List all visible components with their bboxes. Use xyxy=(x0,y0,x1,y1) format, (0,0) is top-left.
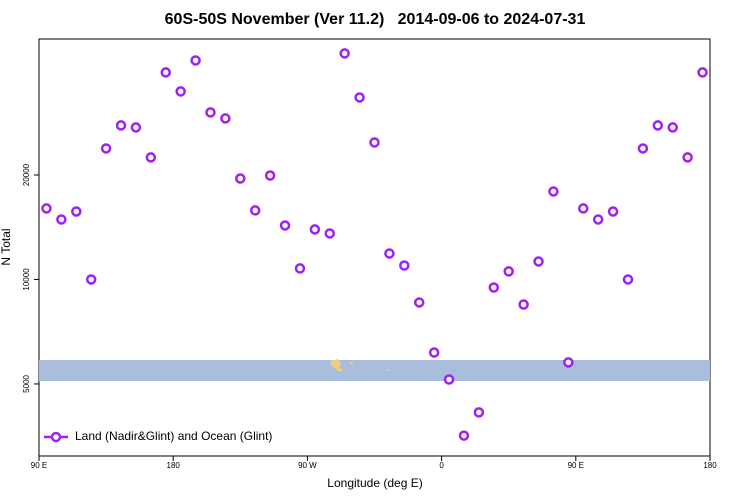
point xyxy=(71,206,82,217)
point xyxy=(563,357,574,368)
land-patch xyxy=(350,362,353,364)
point xyxy=(578,203,589,214)
point xyxy=(190,55,201,66)
point xyxy=(115,120,127,131)
point xyxy=(56,214,67,225)
y-axis-label: N Total xyxy=(0,228,13,265)
point xyxy=(339,48,350,59)
point xyxy=(279,220,291,231)
point xyxy=(235,173,246,184)
point xyxy=(428,347,440,358)
point xyxy=(548,186,559,197)
point xyxy=(682,152,693,163)
y-tick-label: 5000 xyxy=(22,374,31,392)
point xyxy=(175,86,186,97)
point xyxy=(652,120,664,131)
point xyxy=(443,374,455,385)
y-tick-label: 20000 xyxy=(22,163,31,186)
plot-frame xyxy=(38,38,711,457)
legend-label: Land (Nadir&Glint) and Ocean (Glint) xyxy=(75,429,272,443)
point xyxy=(607,206,619,217)
x-axis-label: Longitude (deg E) xyxy=(327,476,422,490)
point xyxy=(309,224,321,235)
x-tick-label: 90 E xyxy=(31,461,47,470)
legend-marker xyxy=(50,431,62,443)
point xyxy=(264,170,276,181)
point xyxy=(294,263,306,274)
point xyxy=(488,282,500,293)
point xyxy=(160,67,171,78)
point xyxy=(413,297,425,308)
point xyxy=(622,274,634,285)
x-tick-label: 0 xyxy=(439,461,444,470)
point xyxy=(458,430,470,441)
x-tick-label: 90 E xyxy=(568,461,584,470)
point xyxy=(637,143,649,154)
map-strip xyxy=(39,360,710,381)
point xyxy=(85,274,97,285)
x-tick-label: 180 xyxy=(167,461,181,470)
point xyxy=(220,113,231,124)
point xyxy=(399,260,410,271)
point xyxy=(503,266,514,277)
point xyxy=(518,299,529,310)
point xyxy=(473,407,485,418)
x-tick-label: 90 W xyxy=(298,461,317,470)
land-patch xyxy=(387,369,389,371)
point xyxy=(324,228,336,239)
point xyxy=(130,122,142,133)
point xyxy=(249,205,261,216)
point xyxy=(533,256,544,267)
point xyxy=(100,143,112,154)
chart-title: 60S-50S November (Ver 11.2) 2014-09-06 t… xyxy=(165,11,586,28)
x-tick-label: 180 xyxy=(703,461,717,470)
point xyxy=(354,92,365,103)
point xyxy=(205,107,216,118)
point xyxy=(592,214,604,225)
point xyxy=(384,248,395,259)
land-patch xyxy=(330,359,343,372)
point xyxy=(145,152,157,163)
point xyxy=(369,137,380,148)
point xyxy=(697,67,708,78)
point xyxy=(667,122,678,133)
y-tick-label: 10000 xyxy=(22,268,31,291)
point xyxy=(41,203,52,214)
